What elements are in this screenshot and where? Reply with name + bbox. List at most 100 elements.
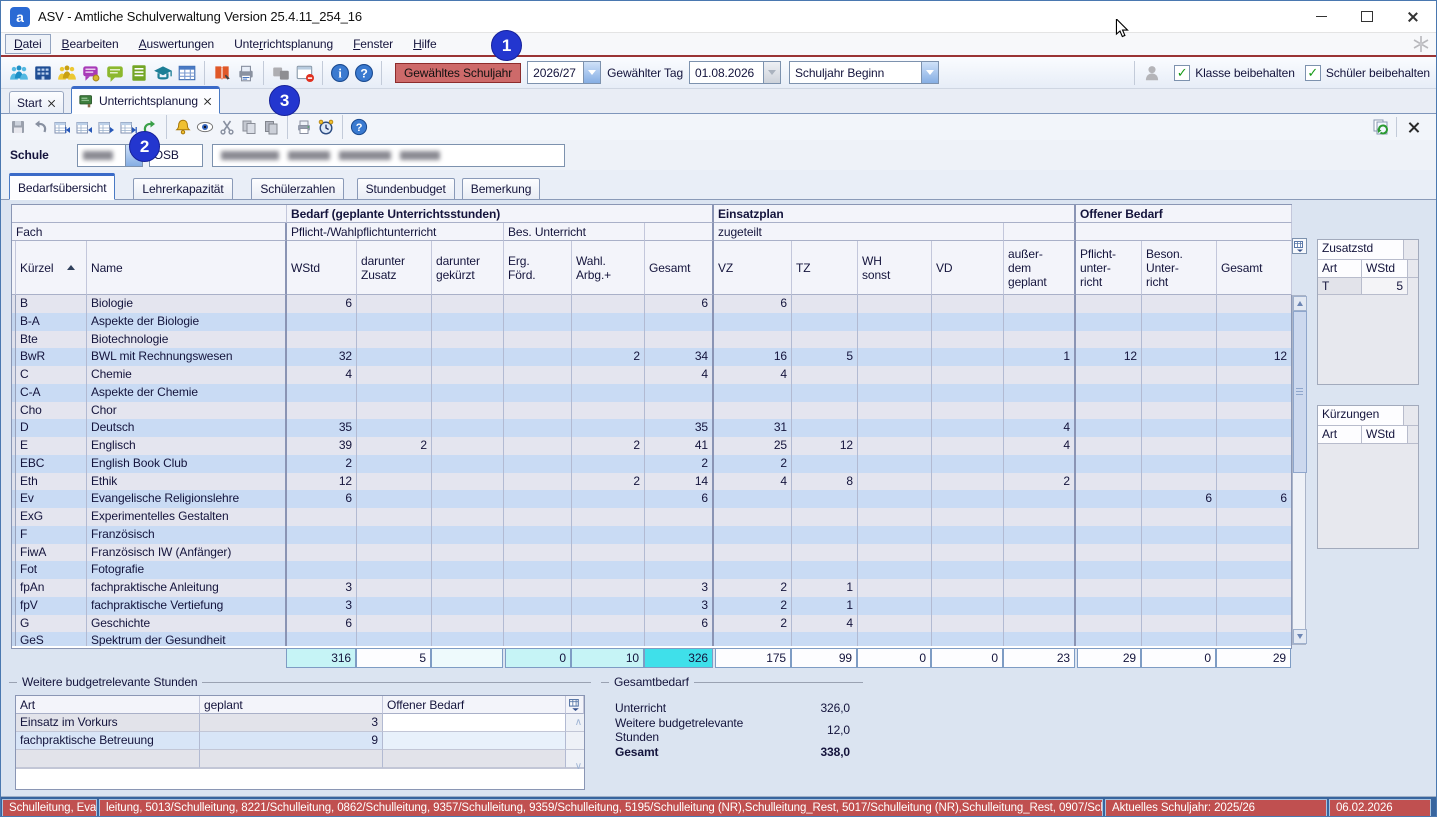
table-row[interactable]: ExG Experimentelles Gestalten [12, 508, 1291, 526]
budget-row[interactable]: Einsatz im Vorkurs 3 [16, 714, 584, 732]
maximize-button[interactable] [1344, 1, 1390, 32]
graduation-icon[interactable] [152, 62, 174, 84]
period-value: Schuljahr Beginn [795, 65, 885, 80]
doc-tab-unterrichtsplanung[interactable]: Unterrichtsplanung [71, 86, 220, 114]
info-icon[interactable]: i [329, 62, 351, 84]
table-row[interactable]: BwR BWL mit Rechnungswesen 32 2 34 16 5 1 12 12 [12, 348, 1291, 366]
redo-icon[interactable] [140, 117, 160, 137]
classes-icon[interactable] [32, 62, 54, 84]
scroll-down-icon[interactable] [1293, 629, 1307, 644]
preview-icon[interactable] [195, 117, 215, 137]
table-row[interactable]: Bte Biotechnologie [12, 330, 1291, 349]
keep-student-checkbox[interactable]: ✓ Schüler beibehalten [1304, 64, 1430, 81]
copy-icon[interactable] [239, 117, 259, 137]
print-report-icon[interactable] [235, 62, 257, 84]
column-picker-icon[interactable] [1292, 238, 1307, 254]
scroll-up-icon[interactable]: ∧ [574, 717, 582, 728]
notes-icon[interactable] [104, 62, 126, 84]
schoolyear-select[interactable]: 2026/27 [527, 61, 602, 84]
tab-schülerzahlen[interactable]: Schülerzahlen [251, 178, 345, 200]
print-icon[interactable] [294, 117, 314, 137]
budget-row[interactable] [16, 750, 584, 768]
teachers-icon[interactable] [56, 62, 78, 84]
paste-icon[interactable] [261, 117, 281, 137]
save-icon[interactable] [8, 117, 28, 137]
checkbox-checked-icon[interactable]: ✓ [1304, 64, 1321, 81]
panel-column-header: Art [1318, 260, 1362, 278]
students-icon[interactable] [8, 62, 30, 84]
scroll-down-icon[interactable]: ∨ [574, 761, 582, 772]
table-cell [1142, 437, 1217, 455]
table-row[interactable]: D Deutsch 35 35 31 4 [12, 419, 1291, 437]
menu-item-auswertungen[interactable]: Auswertungen [138, 37, 215, 51]
table-row[interactable]: Eth Ethik 12 2 14 4 8 2 [12, 472, 1291, 491]
window-remove-icon[interactable] [294, 62, 316, 84]
tab-bemerkung[interactable]: Bemerkung [461, 178, 541, 200]
modules-icon[interactable] [270, 62, 292, 84]
table-row[interactable]: Ev Evangelische Religionslehre 6 6 6 6 [12, 490, 1291, 508]
table-row[interactable]: EBC English Book Club 2 2 2 [12, 454, 1291, 473]
table-row[interactable]: E Englisch 39 2 2 41 25 12 4 [12, 437, 1291, 455]
close-button[interactable] [1390, 1, 1436, 32]
scrollbar-thumb[interactable] [1293, 311, 1307, 473]
checkbox-checked-icon[interactable]: ✓ [1174, 64, 1191, 81]
help-icon[interactable]: ? [353, 62, 375, 84]
tab-bedarfsübersicht[interactable]: Bedarfsübersicht [9, 173, 116, 200]
record-prev-icon[interactable] [74, 117, 94, 137]
cut-icon[interactable] [217, 117, 237, 137]
help-icon[interactable]: ? [349, 117, 369, 137]
menu-item-unterrichtsplanung[interactable]: Unterrichtsplanung [234, 37, 334, 51]
table-cell: 1 [1004, 348, 1076, 366]
table-row[interactable]: FiwA Französisch IW (Anfänger) [12, 543, 1291, 562]
budget-cell[interactable] [383, 714, 566, 732]
close-document-icon[interactable] [1408, 121, 1420, 133]
tab-lehrerkapazität[interactable]: Lehrerkapazität [133, 178, 233, 200]
record-first-icon[interactable] [52, 117, 72, 137]
table-row[interactable]: B-A Aspekte der Biologie [12, 312, 1291, 331]
column-header-Kürzel[interactable]: Kürzel [16, 241, 87, 295]
chevron-down-icon[interactable] [921, 62, 939, 83]
table-row[interactable]: Cho Chor [12, 401, 1291, 420]
close-tab-icon[interactable] [204, 97, 212, 105]
keep-class-checkbox[interactable]: ✓ Klasse beibehalten [1174, 64, 1295, 81]
table-icon[interactable] [176, 62, 198, 84]
menu-item-bearbeiten[interactable]: Bearbeiten [61, 37, 119, 51]
undo-icon[interactable] [30, 117, 50, 137]
tab-stundenbudget[interactable]: Stundenbudget [356, 178, 455, 200]
budget-cell[interactable] [383, 732, 566, 750]
list-icon[interactable] [128, 62, 150, 84]
doc-tab-start[interactable]: Start [9, 91, 64, 114]
table-row[interactable]: GeS Spektrum der Gesundheit [12, 632, 1291, 646]
chevron-down-icon[interactable] [583, 62, 601, 83]
budget-cell[interactable] [383, 750, 566, 768]
table-row[interactable]: B Biologie 6 6 6 [12, 295, 1291, 313]
catalog-icon[interactable] [211, 62, 233, 84]
table-row[interactable]: F Französisch [12, 525, 1291, 544]
menu-item-fenster[interactable]: Fenster [353, 37, 394, 51]
report-seal-icon[interactable] [80, 62, 102, 84]
table-row[interactable]: C Chemie 4 4 4 [12, 366, 1291, 384]
budget-row[interactable]: fachpraktische Betreuung 9 [16, 732, 584, 750]
menu-item-datei[interactable]: Datei [5, 34, 51, 54]
table-row[interactable]: C-A Aspekte der Chemie [12, 383, 1291, 402]
history-icon[interactable] [316, 117, 336, 137]
refresh-icon[interactable] [1370, 116, 1392, 138]
period-select[interactable]: Schuljahr Beginn [789, 61, 940, 84]
scroll-up-icon[interactable] [1293, 296, 1307, 311]
minimize-button[interactable] [1298, 1, 1344, 32]
selected-day-select[interactable]: 01.08.2026 [689, 61, 782, 84]
vertical-scrollbar[interactable] [1292, 295, 1307, 645]
menu-item-hilfe[interactable]: Hilfe [413, 37, 437, 51]
alerts-icon[interactable] [173, 117, 193, 137]
close-tab-icon[interactable] [48, 99, 56, 107]
table-row[interactable]: Fot Fotografie [12, 561, 1291, 579]
table-row[interactable]: fpAn fachpraktische Anleitung 3 3 2 1 [12, 579, 1291, 597]
record-last-icon[interactable] [118, 117, 138, 137]
record-next-icon[interactable] [96, 117, 116, 137]
table-cell [432, 419, 504, 437]
table-row[interactable]: G Geschichte 6 6 2 4 [12, 614, 1291, 633]
column-picker-icon[interactable] [566, 696, 584, 714]
gesamtbedarf-row: Gesamt 338,0 [615, 741, 863, 763]
table-row[interactable]: fpV fachpraktische Vertiefung 3 3 2 1 [12, 596, 1291, 615]
